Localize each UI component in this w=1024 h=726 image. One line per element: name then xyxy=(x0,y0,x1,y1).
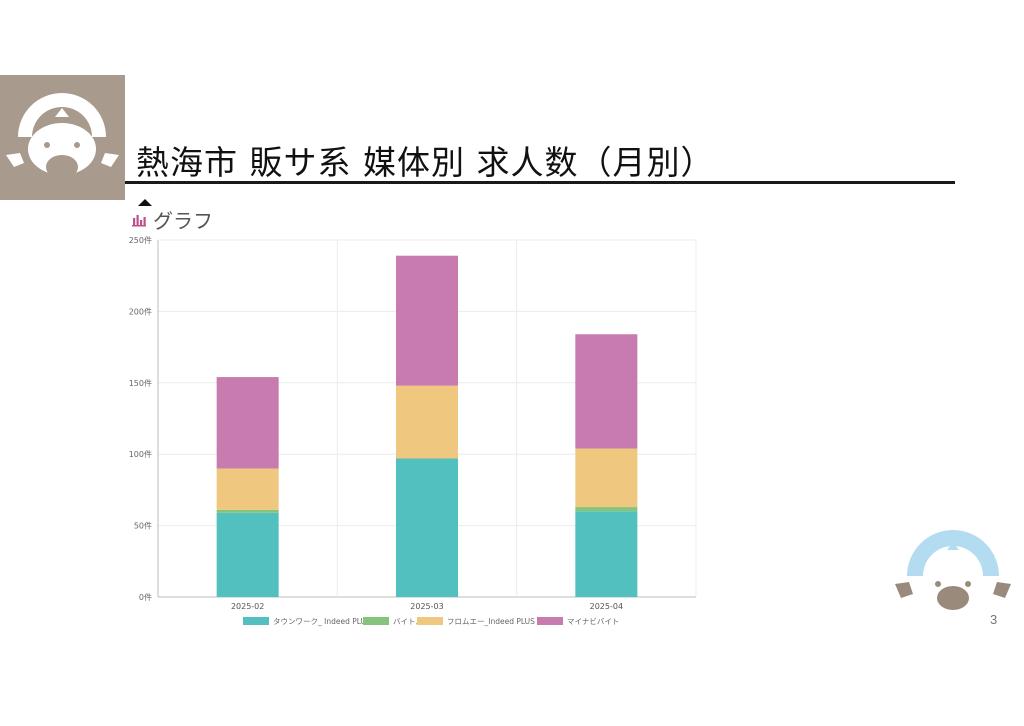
y-tick-label: 200件 xyxy=(129,306,152,316)
legend-swatch xyxy=(243,617,269,625)
graph-section-header: グラフ xyxy=(131,205,213,234)
bar-segment xyxy=(216,509,279,513)
stacked-bar-chart: 0件 50件 100件 150件 200件 250件 2025-02 2025-03 2025-… xyxy=(129,235,697,626)
bar-segment xyxy=(575,448,638,508)
graph-section-label: グラフ xyxy=(153,209,213,233)
caret-up-icon[interactable] xyxy=(138,199,152,206)
y-tick-label: 250件 xyxy=(129,235,152,245)
bar-segment xyxy=(216,512,279,597)
legend-label: バイトル xyxy=(393,617,423,626)
bar-segment xyxy=(396,255,458,386)
legend-swatch xyxy=(363,617,389,625)
legend-swatch xyxy=(537,617,563,625)
bar-segment xyxy=(396,385,458,459)
bar-segment xyxy=(396,458,458,597)
title-divider xyxy=(125,181,955,184)
y-tick-label: 50件 xyxy=(134,521,152,531)
bar-segment xyxy=(216,377,279,469)
legend-label: マイナビバイト xyxy=(567,617,619,626)
x-tick-label: 2025-04 xyxy=(590,602,623,611)
legend-label: フロムエー_Indeed PLUS xyxy=(447,617,535,626)
bar-segment xyxy=(575,334,638,449)
bar-chart-icon xyxy=(132,214,146,226)
y-tick-label: 100件 xyxy=(129,449,152,459)
page-number: 3 xyxy=(990,612,998,627)
platypus-logo-icon xyxy=(895,530,1011,610)
y-tick-label: 0件 xyxy=(139,592,152,602)
bar-segment xyxy=(575,511,638,597)
y-tick-label: 150件 xyxy=(129,378,152,388)
bar-segment xyxy=(575,507,638,512)
x-tick-label: 2025-03 xyxy=(410,602,443,611)
x-tick-label: 2025-02 xyxy=(231,602,264,611)
legend-swatch xyxy=(417,617,443,625)
legend-label: タウンワーク_ Indeed PLUS xyxy=(273,617,371,626)
platypus-logo-icon xyxy=(0,75,125,200)
bar-segment xyxy=(216,468,279,510)
page-title: 熱海市 販サ系 媒体別 求人数（月別） xyxy=(136,143,715,182)
